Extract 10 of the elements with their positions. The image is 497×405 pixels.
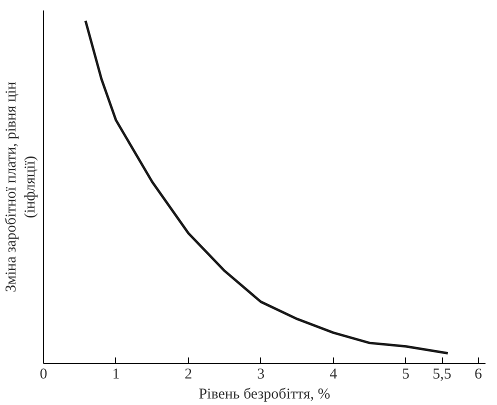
x-tick-label: 5 — [402, 366, 410, 382]
x-tick-label: 4 — [330, 366, 338, 382]
x-axis-title: Рівень безробіття, % — [198, 386, 330, 402]
x-tick-label: 6 — [474, 366, 483, 382]
x-tick-label: 3 — [257, 366, 265, 382]
x-tick-label: 0 — [40, 366, 48, 382]
x-tick-label: 2 — [184, 366, 192, 382]
x-tick-label: 5,5 — [432, 366, 452, 382]
x-tick-label: 1 — [112, 366, 120, 382]
y-axis-title: Зміна заробітної плати, рівня цін (інфляції) — [3, 82, 38, 292]
